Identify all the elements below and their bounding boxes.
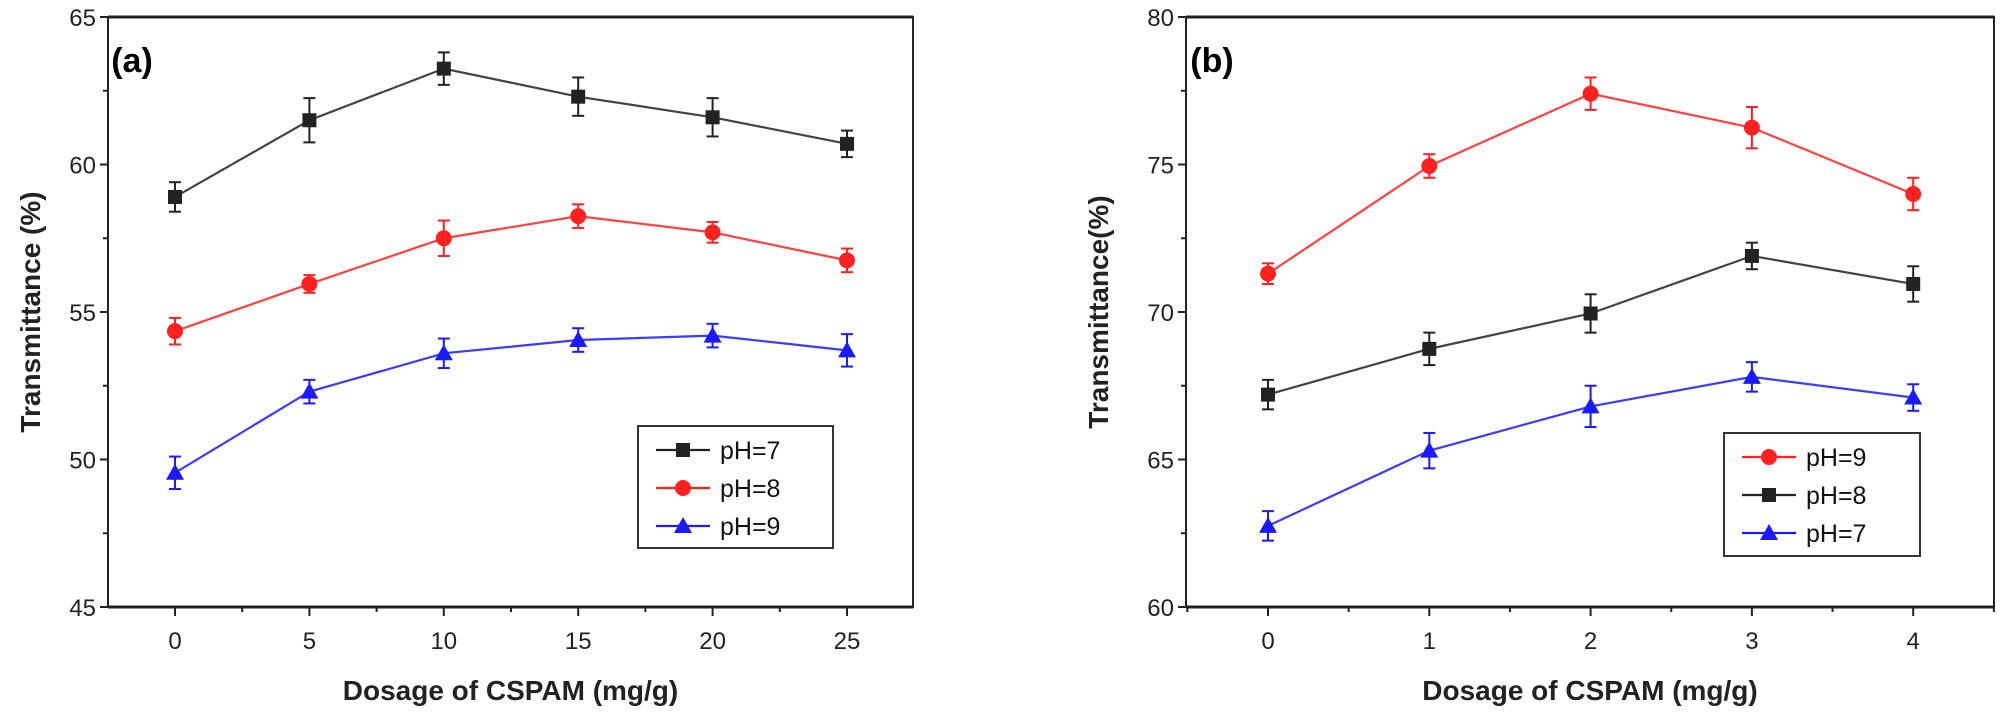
x-axis-label: Dosage of CSPAM (mg/g) [343,675,678,706]
x-tick-label: 2 [1584,628,1597,655]
legend-label: pH=9 [720,513,780,541]
legend-marker [1761,449,1777,465]
chart-panel-a: 45 50 55 60 65 0 5 10 15 20 25 Dosage of CSPAM (mg/… [15,5,914,706]
series-pH=9 [166,322,856,490]
series-pH=7 [1259,361,1923,542]
data-point [571,89,586,104]
legend-marker [676,443,690,457]
y-tick-label: 65 [1147,448,1174,475]
legend-marker [1762,488,1776,502]
y-tick-label: 65 [69,5,96,32]
y-tick-label: 50 [69,448,96,475]
y-tick-label: 45 [69,595,96,622]
series-pH=8 [167,203,855,346]
data-point [166,463,184,480]
series-pH=7 [168,51,854,213]
x-tick-label: 15 [565,628,592,655]
x-axis-label: Dosage of CSPAM (mg/g) [1422,675,1757,706]
x-tick-label: 1 [1423,628,1436,655]
data-point [1582,85,1599,102]
data-point [1744,248,1759,263]
data-point [569,331,588,348]
y-tick-label: 70 [1147,300,1174,327]
series-pH=8 [1261,241,1921,411]
x-tick-label: 0 [1261,628,1274,655]
y-tick-label: 80 [1147,5,1174,32]
y-tick-label: 60 [1147,595,1174,622]
data-point [705,110,720,125]
data-point [839,252,855,269]
data-point [1743,119,1760,136]
data-point [1421,157,1438,174]
y-tick-label: 60 [69,153,96,180]
data-point [1420,441,1439,458]
data-point [1742,367,1761,384]
data-point [436,61,451,76]
y-tick-label: 55 [69,300,96,327]
legend-label: pH=8 [1806,482,1866,510]
data-point [1422,341,1437,356]
legend: pH=7 pH=8 pH=9 [637,425,834,549]
data-point [302,113,317,128]
chart-panel-b: 60 65 70 75 80 0 1 2 3 4 Dosage of CSPAM (mg/g) Tra… [1083,5,1995,706]
data-point [1261,387,1275,402]
data-point [703,326,722,343]
x-tick-label: 10 [430,628,457,655]
y-axis-label: Transmittance(%) [1083,195,1114,428]
y-axis-label: Transmittance (%) [15,191,46,432]
legend: pH=9 pH=8 pH=7 [1723,432,1921,557]
data-point [1904,388,1923,405]
data-point [1259,516,1277,533]
series-line [174,334,848,474]
series-line [174,215,848,333]
data-point [434,344,453,361]
data-point [1260,265,1276,282]
series-line [1267,92,1914,275]
data-point [1581,397,1600,414]
x-tick-label: 20 [699,628,726,655]
data-point [840,136,854,151]
data-point [301,275,318,292]
data-point [570,208,587,225]
legend-marker [674,517,692,533]
legend-label: pH=7 [720,437,780,465]
data-point [1905,186,1922,202]
legend-marker [675,480,691,496]
x-tick-label: 0 [168,628,181,655]
x-tick-label: 4 [1907,628,1920,655]
data-point [300,382,319,399]
data-point [435,230,452,247]
data-point [168,189,182,204]
data-point [838,341,856,358]
legend-label: pH=8 [720,475,780,503]
series-pH=9 [1260,76,1922,285]
data-point [704,224,721,241]
legend-label: pH=9 [1806,444,1866,472]
legend-label: pH=7 [1806,520,1866,548]
y-tick-label: 75 [1147,153,1174,180]
x-tick-label: 5 [303,628,316,655]
panel-label: (a) [111,42,153,80]
x-tick-label: 25 [834,628,861,655]
data-point [1583,306,1598,321]
panel-label: (b) [1190,42,1233,80]
legend-marker [1760,524,1778,540]
data-point [1906,276,1921,291]
x-tick-label: 3 [1745,628,1758,655]
data-point [167,323,183,340]
series-line [174,67,848,198]
